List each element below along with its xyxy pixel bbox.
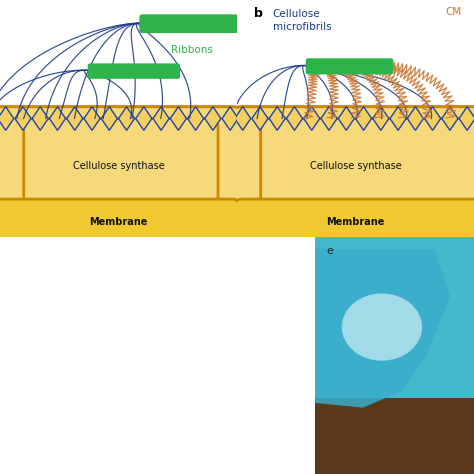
- Text: e: e: [326, 246, 333, 256]
- FancyBboxPatch shape: [230, 107, 474, 246]
- Text: Membrane: Membrane: [326, 217, 385, 227]
- Text: d: d: [170, 246, 177, 256]
- Polygon shape: [170, 107, 186, 130]
- Polygon shape: [84, 107, 100, 130]
- FancyBboxPatch shape: [139, 14, 240, 33]
- Text: Ribbons: Ribbons: [171, 45, 212, 55]
- Text: Cellulose synthase: Cellulose synthase: [310, 161, 401, 171]
- Polygon shape: [315, 249, 450, 408]
- Text: Cellulose
microfibrils: Cellulose microfibrils: [273, 9, 331, 32]
- Ellipse shape: [197, 348, 224, 424]
- Polygon shape: [304, 107, 320, 130]
- Ellipse shape: [193, 341, 228, 431]
- Polygon shape: [222, 107, 238, 130]
- Ellipse shape: [342, 294, 421, 360]
- Polygon shape: [321, 107, 337, 130]
- Polygon shape: [101, 107, 118, 130]
- FancyBboxPatch shape: [0, 199, 239, 242]
- Polygon shape: [425, 107, 441, 130]
- Polygon shape: [390, 107, 406, 130]
- Polygon shape: [459, 107, 474, 130]
- FancyBboxPatch shape: [0, 107, 244, 246]
- Polygon shape: [205, 107, 221, 130]
- FancyBboxPatch shape: [315, 398, 474, 474]
- FancyBboxPatch shape: [88, 64, 180, 79]
- Polygon shape: [356, 107, 372, 130]
- Polygon shape: [0, 107, 14, 130]
- Polygon shape: [49, 107, 65, 130]
- Polygon shape: [407, 107, 423, 130]
- Polygon shape: [286, 107, 302, 130]
- Polygon shape: [118, 107, 135, 130]
- Ellipse shape: [246, 268, 281, 358]
- Text: Membrane: Membrane: [89, 217, 148, 227]
- Polygon shape: [15, 107, 31, 130]
- Polygon shape: [235, 107, 251, 130]
- Polygon shape: [136, 107, 152, 130]
- Polygon shape: [67, 107, 83, 130]
- Polygon shape: [153, 107, 169, 130]
- FancyBboxPatch shape: [235, 199, 474, 242]
- Polygon shape: [269, 107, 285, 130]
- Text: b: b: [254, 7, 263, 20]
- Polygon shape: [442, 107, 458, 130]
- FancyBboxPatch shape: [261, 118, 474, 235]
- FancyBboxPatch shape: [315, 237, 474, 403]
- Ellipse shape: [90, 296, 126, 339]
- Ellipse shape: [94, 302, 121, 333]
- FancyBboxPatch shape: [306, 58, 393, 74]
- Polygon shape: [32, 107, 48, 130]
- Text: Cellulose synthase: Cellulose synthase: [73, 161, 164, 171]
- Polygon shape: [338, 107, 355, 130]
- Polygon shape: [252, 107, 268, 130]
- FancyBboxPatch shape: [24, 118, 218, 235]
- Text: CM: CM: [446, 7, 462, 17]
- Polygon shape: [373, 107, 389, 130]
- Text: 10 μm: 10 μm: [220, 460, 254, 470]
- Polygon shape: [188, 107, 204, 130]
- Ellipse shape: [250, 275, 277, 351]
